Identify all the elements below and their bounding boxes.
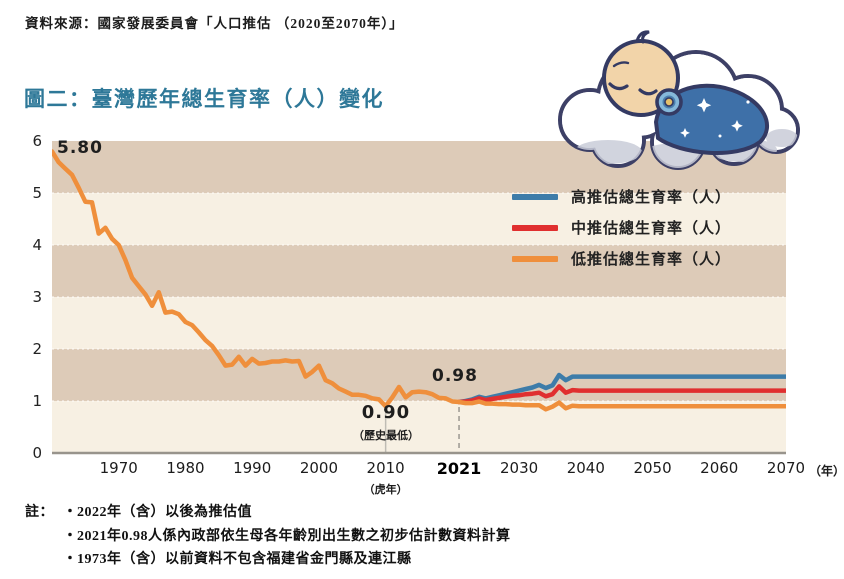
footnote-row: ・ 2021年0.98人係內政部依生母各年齡別出生數之初步估計數資料計算 <box>25 525 511 549</box>
band-4-5 <box>52 193 786 245</box>
x-axis-unit-label: （年） <box>809 464 844 478</box>
projection-line-2 <box>456 399 786 412</box>
legend-label-medium: 中推估總生育率（人） <box>571 221 732 237</box>
x-tick-2070: 2070 <box>766 459 806 477</box>
legend-label-high: 高推估總生育率（人） <box>571 190 732 206</box>
x-tick-2021: 2021 <box>436 459 482 478</box>
closed-eyes <box>608 61 658 96</box>
footnote-text-3: 1973年（含）以前資料不包含福建省金門縣及連江縣 <box>77 552 412 567</box>
band-0-1 <box>52 401 786 453</box>
y-tick-0: 0 <box>32 444 42 462</box>
page-title: 圖二：臺灣歷年總生育率（人）變化 <box>24 88 384 111</box>
historical-line <box>52 149 462 409</box>
pajama-stars <box>680 98 750 138</box>
bullet-icon: ・ <box>63 505 78 520</box>
fertility-rate-chart <box>52 141 786 455</box>
band-3-4 <box>52 245 786 297</box>
projection-line-1 <box>456 384 786 405</box>
legend-row-medium: 中推估總生育率（人） <box>512 217 731 238</box>
high-estimate-line-swatch <box>512 193 558 200</box>
sleeping-baby-on-cloud-illustration <box>558 30 800 170</box>
annotation-2010-historic-low-note: （歷史最低） <box>353 430 419 442</box>
annotation-2021-value: 0.98 <box>432 366 478 386</box>
annotation-2010-value: 0.90 <box>361 402 411 423</box>
x-tick-2030: 2030 <box>499 459 539 477</box>
pacifier <box>655 88 683 116</box>
legend-row-low: 低推估總生育率（人） <box>512 248 731 269</box>
source-note: 資料來源：國家發展委員會「人口推估 （2020至2070年）」 <box>25 16 404 31</box>
medium-estimate-line-swatch <box>512 224 558 231</box>
legend-row-high: 高推估總生育率（人） <box>512 186 731 207</box>
y-tick-1: 1 <box>32 392 42 410</box>
footnote-prefix: 註： <box>25 505 54 520</box>
x-tick-2060: 2060 <box>700 459 739 477</box>
y-tick-5: 5 <box>32 184 42 202</box>
annotation-start-value: 5.80 <box>57 138 103 158</box>
x-tick-1990: 1990 <box>233 459 272 477</box>
x-tick-2010-subnote: （虎年） <box>363 484 408 496</box>
x-tick-1980: 1980 <box>166 459 205 477</box>
low-estimate-line-swatch <box>512 255 558 262</box>
projection-line-0 <box>456 372 786 405</box>
hair-curl <box>635 30 650 44</box>
footnote-text-1: 2022年（含）以後為推估值 <box>77 505 252 520</box>
y-tick-2: 2 <box>32 340 42 358</box>
y-tick-4: 4 <box>32 236 42 254</box>
footnote-text-2: 2021年0.98人係內政部依生母各年齡別出生數之初步估計數資料計算 <box>77 528 511 544</box>
x-tick-2050: 2050 <box>633 459 672 477</box>
bullet-icon: ・ <box>63 528 78 544</box>
baby-body <box>653 83 770 155</box>
y-tick-6: 6 <box>32 132 42 150</box>
footnote-row: 註： ・ 2022年（含）以後為推估值 <box>25 501 511 525</box>
x-tick-2000: 2000 <box>299 459 338 477</box>
x-tick-2010: 2010 <box>366 459 405 477</box>
footnotes: 註： ・ 2022年（含）以後為推估值 ・ 2021年0.98人係內政部依生母各… <box>25 501 511 572</box>
band-2-3 <box>52 297 786 349</box>
footnote-row: ・ 1973年（含）以前資料不包含福建省金門縣及連江縣 <box>25 548 511 572</box>
legend: 高推估總生育率（人） 中推估總生育率（人） 低推估總生育率（人） <box>512 186 731 279</box>
x-tick-2040: 2040 <box>566 459 605 477</box>
y-tick-3: 3 <box>32 288 42 306</box>
bullet-icon: ・ <box>63 552 78 567</box>
x-tick-1970: 1970 <box>99 459 138 477</box>
legend-label-low: 低推估總生育率（人） <box>571 252 732 268</box>
